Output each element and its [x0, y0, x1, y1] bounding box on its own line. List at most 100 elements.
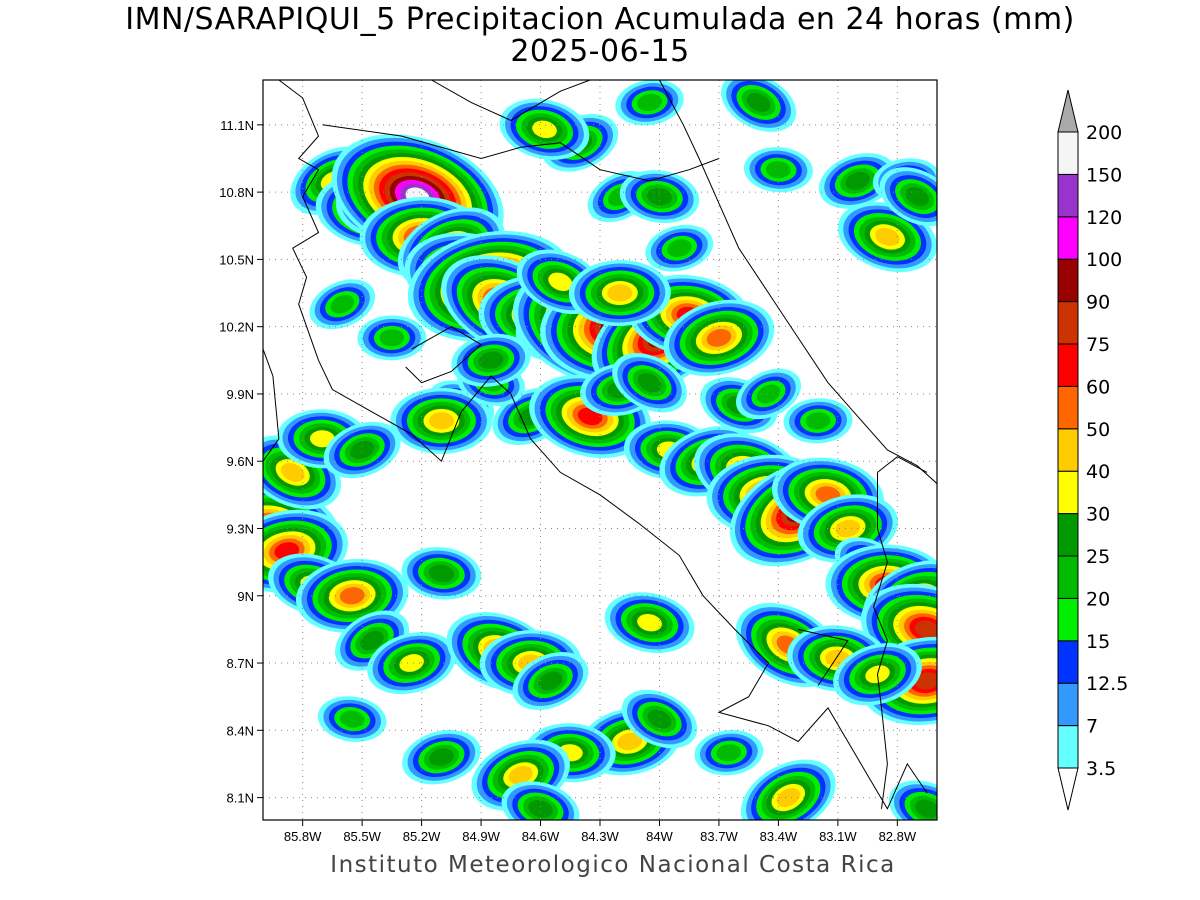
- colorbar-label: 75: [1086, 334, 1110, 356]
- lon-tick-label: 84W: [646, 829, 673, 844]
- colorbar-swatch: [1057, 555, 1079, 599]
- rain-cell: [740, 759, 836, 820]
- lat-tick-label: 9.9N: [227, 387, 254, 402]
- rain-cell: [721, 80, 797, 132]
- lat-tick-label: 9.6N: [227, 454, 254, 469]
- lon-tick-label: 83.4W: [760, 829, 798, 844]
- coastline: [263, 348, 280, 462]
- rain-cell: [323, 421, 401, 479]
- colorbar-label: 7: [1086, 716, 1098, 738]
- colorbar-label: 50: [1086, 419, 1110, 441]
- country-border: [322, 124, 720, 182]
- lat-tick-label: 9.3N: [227, 521, 254, 536]
- rain-cell: [619, 170, 700, 224]
- colorbar-swatch: [1057, 470, 1079, 515]
- rain-cell: [499, 98, 590, 160]
- rain-cell: [743, 147, 813, 193]
- map-date: 2025-06-15: [510, 34, 690, 69]
- rain-cell: [621, 689, 698, 749]
- lon-tick-label: 82.8W: [879, 829, 917, 844]
- coastline: [431, 80, 591, 121]
- country-border: [798, 628, 849, 686]
- lat-tick-label: 11.1N: [220, 118, 254, 133]
- lon-tick-label: 84.3W: [581, 829, 619, 844]
- lon-tick-label: 85.2W: [403, 829, 441, 844]
- rain-cell: [888, 780, 937, 820]
- lat-tick-label: 8.1N: [227, 791, 254, 806]
- lat-tick-label: 8.4N: [227, 723, 254, 738]
- grid-lines: [263, 80, 937, 820]
- colorbar-label: 30: [1086, 504, 1110, 526]
- coastline: [405, 326, 482, 384]
- colorbar-swatch: [1057, 385, 1079, 430]
- coastline: [278, 80, 928, 810]
- colorbar-label: 25: [1086, 546, 1110, 568]
- rain-cell: [694, 730, 764, 776]
- colorbar-swatch: [1057, 725, 1079, 769]
- rain-cell: [735, 368, 802, 420]
- country-border: [873, 472, 888, 809]
- colorbar-swatch: [1057, 682, 1079, 727]
- lon-tick-label: 84.6W: [522, 829, 560, 844]
- rain-cell: [837, 201, 937, 273]
- rain-cell: [451, 333, 531, 387]
- rain-cell: [367, 632, 457, 695]
- latitude-ticks: 11.1N 10.8N 10.5N 10.2N 9.9N 9.6N 9.3N 9N 8.7N 8.…: [219, 118, 263, 806]
- colorbar-label: 200: [1086, 122, 1122, 144]
- rain-cell: [879, 167, 937, 227]
- colorbar-label: 12.5: [1086, 673, 1128, 695]
- lon-tick-label: 85.5W: [343, 829, 381, 844]
- lon-tick-label: 84.9W: [462, 829, 500, 844]
- colorbar-arrow-bottom: [1057, 767, 1079, 811]
- colorbar: 3.5 7 12.5 15 20 25 30 40 50 60 75 90 100 120 150 200: [1057, 89, 1128, 811]
- rain-cell: [615, 80, 684, 126]
- lat-tick-label: 9N: [237, 589, 254, 604]
- coastline: [659, 80, 937, 484]
- colorbar-swatch: [1057, 513, 1079, 557]
- colorbar-arrow-top: [1057, 89, 1079, 133]
- coastline: [877, 456, 928, 473]
- colorbar-swatch: [1057, 640, 1079, 684]
- rain-cell: [818, 153, 897, 209]
- map-title: IMN/SARAPIQUI_5 Precipitacion Acumulada …: [125, 2, 1075, 37]
- rain-cell: [357, 315, 427, 361]
- lon-tick-label: 83.1W: [819, 829, 857, 844]
- rain-cell: [604, 592, 695, 654]
- colorbar-label: 20: [1086, 588, 1110, 610]
- colorbar-swatch: [1057, 343, 1079, 387]
- colorbar-label: 40: [1086, 461, 1110, 483]
- coastlines: [263, 80, 937, 810]
- rain-cell: [783, 398, 853, 444]
- colorbar-label: 120: [1086, 207, 1122, 229]
- colorbar-swatch: [1057, 216, 1079, 260]
- colorbar-swatch: [1057, 301, 1079, 345]
- rain-cell: [512, 651, 589, 710]
- lat-tick-label: 10.8N: [219, 185, 254, 200]
- longitude-ticks: 85.8W 85.5W 85.2W 84.9W 84.6W 84.3W 84W 83.7W 83…: [284, 820, 917, 844]
- rain-layer: [263, 80, 937, 820]
- lat-tick-label: 10.2N: [219, 320, 254, 335]
- lat-tick-label: 10.5N: [219, 252, 254, 267]
- lon-tick-label: 83.7W: [700, 829, 738, 844]
- colorbar-label: 90: [1086, 292, 1110, 314]
- lat-tick-label: 8.7N: [227, 656, 254, 671]
- colorbar-swatch: [1057, 131, 1079, 175]
- rain-cell: [612, 353, 687, 413]
- colorbar-label: 60: [1086, 376, 1110, 398]
- colorbar-label: 150: [1086, 164, 1122, 186]
- colorbar-label: 3.5: [1086, 758, 1116, 780]
- colorbar-swatch: [1057, 173, 1079, 218]
- colorbar-swatch: [1057, 597, 1079, 642]
- footer-credit: Instituto Meteorologico Nacional Costa R…: [330, 852, 896, 878]
- lon-tick-label: 85.8W: [284, 829, 322, 844]
- rain-cell: [309, 279, 376, 330]
- rain-cell: [645, 224, 714, 272]
- colorbar-label: 100: [1086, 249, 1122, 271]
- colorbar-label: 15: [1086, 631, 1110, 653]
- colorbar-swatch: [1057, 428, 1079, 472]
- colorbar-swatch: [1057, 258, 1079, 303]
- rain-cell: [663, 299, 775, 377]
- rain-cell: [568, 260, 671, 327]
- rain-cell: [390, 387, 493, 454]
